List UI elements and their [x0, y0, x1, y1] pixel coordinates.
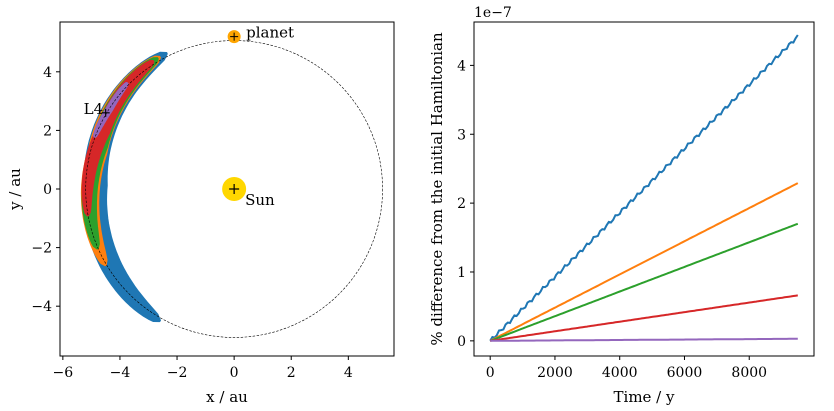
planet-label: planet	[246, 24, 294, 42]
orbit-y-tick-label: 2	[43, 123, 52, 139]
time-tick-label: 4000	[602, 365, 638, 381]
planet-orbit	[85, 40, 383, 338]
hamiltonian-series-2	[489, 222, 799, 342]
planet-cross	[230, 32, 239, 41]
hamiltonian-plot-ticks: 0 2000 4000 6000 8000 0 1 2 3 4	[457, 58, 767, 381]
time-tick-label: 6000	[667, 365, 703, 381]
hamiltonian-plot-data	[489, 34, 799, 342]
orbit-x-tick-label: −2	[167, 365, 188, 381]
hamiltonian-series-3	[490, 294, 798, 342]
y-offset-label: 1e−7	[474, 5, 512, 21]
hamiltonian-tick-label: 4	[457, 58, 466, 74]
orbit-x-tick-label: −4	[110, 365, 131, 381]
orbit-x-tick-label: 4	[344, 365, 353, 381]
time-tick-label: 0	[486, 365, 495, 381]
hamiltonian-series-0	[489, 34, 799, 342]
l4-marker	[101, 108, 110, 117]
hamiltonian-tick-label: 2	[457, 196, 466, 212]
l4-label: L4	[84, 100, 104, 118]
orbit-plot-ticks: −6 −4 −2 0 2 4 −4 −2 0 2 4	[31, 65, 353, 381]
sun-cross	[229, 184, 240, 194]
time-axis-label: Time / y	[614, 388, 675, 406]
hamiltonian-series-4	[490, 337, 798, 342]
orbit-y-axis-label: y / au	[6, 168, 24, 211]
orbit-y-tick-label: 0	[43, 182, 52, 198]
orbit-y-tick-label: −4	[31, 299, 52, 315]
hamiltonian-plot-frame	[473, 21, 815, 357]
tadpole-orbit-4	[93, 82, 129, 138]
time-tick-label: 2000	[537, 365, 573, 381]
orbit-x-tick-label: 2	[287, 365, 296, 381]
orbit-x-axis-label: x / au	[206, 388, 248, 406]
orbit-y-tick-label: 4	[43, 65, 52, 81]
orbit-x-tick-label: 0	[230, 365, 239, 381]
orbit-plot-data	[80, 30, 383, 338]
orbit-y-tick-label: −2	[31, 241, 52, 257]
hamiltonian-plot: 0 2000 4000 6000 8000 0 1 2 3 4 Time / y % differ…	[428, 5, 815, 406]
hamiltonian-axis-label: % difference from the initial Hamiltonia…	[428, 32, 446, 346]
hamiltonian-series-1	[489, 182, 799, 342]
time-tick-label: 8000	[731, 365, 767, 381]
orbit-x-tick-label: −6	[53, 365, 74, 381]
hamiltonian-tick-label: 3	[457, 127, 466, 143]
orbit-plot: −6 −4 −2 0 2 4 −4 −2 0 2 4 x / au y / au Sun plane…	[6, 21, 395, 406]
hamiltonian-tick-label: 1	[457, 265, 466, 281]
hamiltonian-tick-label: 0	[457, 334, 466, 350]
sun-label: Sun	[245, 191, 275, 209]
